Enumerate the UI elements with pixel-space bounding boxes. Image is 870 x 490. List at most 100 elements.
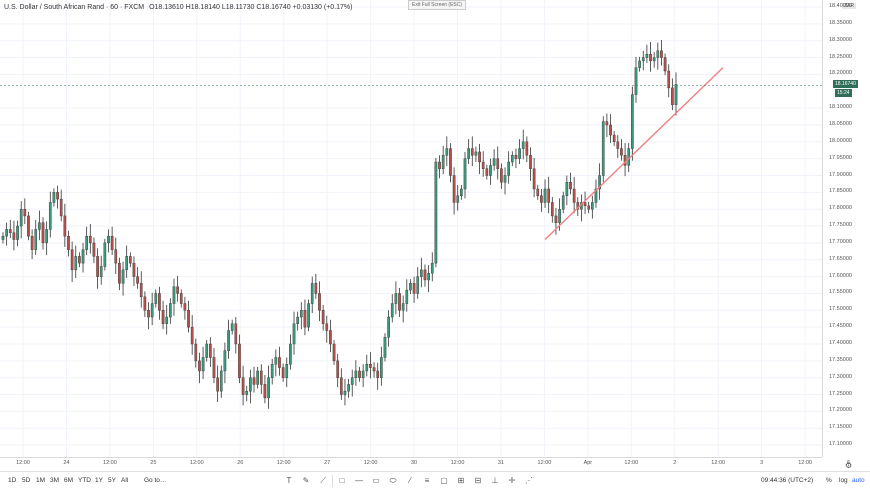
candle-down [212, 357, 216, 378]
price-tick-label: 18.00000 [829, 137, 852, 144]
candle-down [569, 182, 572, 190]
bar-countdown-tag: 15:24 [835, 89, 852, 98]
time-tick-label: 30 [410, 460, 418, 466]
exit-fullscreen-button[interactable]: Exit Full Screen (ESC) [408, 0, 467, 10]
grid-tool-icon[interactable]: ⊞ [457, 476, 465, 485]
timeframe-5y[interactable]: 5Y [108, 477, 116, 484]
text-tool-icon[interactable]: T [286, 476, 292, 485]
pencil-tool-icon[interactable]: ✎ [302, 476, 310, 485]
candle-down [536, 188, 540, 196]
trendline-tool-icon[interactable]: ⁄ [409, 476, 411, 485]
callout-tool-icon[interactable]: ▭ [372, 476, 380, 485]
percent-toggle[interactable]: % [826, 477, 832, 484]
time-tick-label: 12:00 [450, 460, 465, 466]
candle-down [27, 215, 30, 237]
price-tick-label: 17.40000 [829, 340, 852, 346]
position-tool-icon[interactable]: ⊟ [474, 476, 482, 485]
price-axis[interactable]: ZAR 18.40000 18.35000 18.30000 18.25000 18.2… [822, 0, 870, 457]
candle-up [285, 364, 289, 378]
candle-down [88, 235, 92, 244]
fib-tool-icon[interactable]: ≡ [424, 476, 430, 485]
time-axis[interactable]: 12:00 24 12:00 25 12:00 26 12:00 27 12:00 30 12:00… [0, 457, 850, 472]
settings-gear-icon[interactable]: ⚙ [845, 461, 853, 470]
candle-up [405, 289, 409, 304]
candle-up [205, 343, 209, 358]
rectangle-tool-icon[interactable]: □ [339, 476, 345, 485]
timeframe-1d[interactable]: 1D [8, 477, 17, 484]
candle-down [500, 168, 503, 183]
candle-down [92, 242, 96, 257]
candle-up [201, 357, 205, 372]
price-tick-label: 17.50000 [829, 306, 852, 313]
candle-down [376, 370, 380, 378]
note-tool-icon[interactable]: ▢ [440, 476, 448, 485]
timeframe-5d[interactable]: 5D [22, 477, 31, 484]
price-tick-label: 17.15000 [829, 424, 852, 431]
candle-up [169, 303, 172, 318]
clock-readout[interactable]: 09:44:36 (UTC+2) [761, 477, 814, 484]
candle-up [652, 57, 656, 62]
timeframe-all[interactable]: All [121, 477, 129, 484]
candle-down [318, 293, 321, 311]
symbol-legend: U.S. Dollar / South African Rand · 60 · … [4, 4, 353, 11]
price-chart[interactable]: U.S. Dollar / South African Rand · 60 · … [0, 0, 850, 457]
candle-up [674, 84, 678, 105]
timeframe-6m[interactable]: 6M [64, 477, 74, 484]
timeframe-1y[interactable]: 1Y [95, 477, 103, 484]
price-tick-label: 17.55000 [829, 289, 852, 296]
candle-down [234, 323, 238, 345]
time-tick-label: 6 [847, 460, 851, 466]
log-toggle[interactable]: log [839, 477, 848, 484]
candle-down [478, 151, 481, 163]
candle-up [656, 50, 660, 58]
goto-date-button[interactable]: Go to… [144, 477, 167, 484]
candle-up [34, 229, 38, 250]
ellipse-tool-icon[interactable]: ⬭ [389, 476, 397, 485]
price-tick-label: 17.25000 [829, 390, 852, 397]
candle-down [281, 367, 285, 378]
auto-toggle[interactable]: auto [852, 477, 865, 484]
candle-up [598, 175, 601, 190]
candle-up [121, 269, 125, 284]
candle-down [550, 202, 554, 217]
candle-up [441, 155, 445, 169]
candle-up [350, 377, 354, 385]
horizontal-line-icon[interactable]: — [355, 476, 363, 485]
time-tick-label: 12:00 [189, 460, 204, 466]
candle-up [492, 158, 496, 166]
candle-down [358, 370, 361, 378]
crosshair-tool-icon[interactable]: ✛ [508, 476, 516, 485]
candle-up [518, 148, 521, 159]
pattern-tool-icon[interactable]: ⋰ [525, 476, 533, 485]
price-tick-label: 17.80000 [829, 205, 852, 212]
candle-up [365, 364, 369, 372]
price-tick-label: 18.40000 [829, 3, 852, 9]
time-tick-label: 31 [497, 460, 504, 466]
candle-down [529, 155, 532, 169]
timeframe-1m[interactable]: 1M [36, 477, 46, 484]
candle-down [485, 168, 489, 176]
candle-down [136, 276, 139, 284]
candle-up [48, 202, 52, 230]
candle-up [627, 148, 631, 166]
candle-down [194, 343, 198, 362]
candle-up [507, 161, 510, 176]
candle-up [1, 235, 5, 240]
candle-up [85, 235, 88, 250]
candle-up [565, 182, 569, 196]
candlestick-chart[interactable] [0, 0, 850, 457]
candle-up [474, 151, 478, 156]
candle-down [481, 161, 485, 169]
ruler-tool-icon[interactable]: ⊥ [491, 476, 499, 485]
candle-up [172, 286, 176, 304]
timeframe-ytd[interactable]: YTD [78, 477, 91, 484]
candle-down [263, 384, 267, 399]
price-tick-label: 18.25000 [829, 53, 852, 60]
candle-down [525, 141, 529, 156]
candle-down [241, 377, 245, 395]
candle-down [147, 310, 150, 318]
candle-down [161, 310, 165, 324]
timeframe-3m[interactable]: 3M [50, 477, 60, 484]
brush-tool-icon[interactable]: ⟋ [320, 476, 326, 485]
time-tick-label: 26 [237, 460, 244, 466]
